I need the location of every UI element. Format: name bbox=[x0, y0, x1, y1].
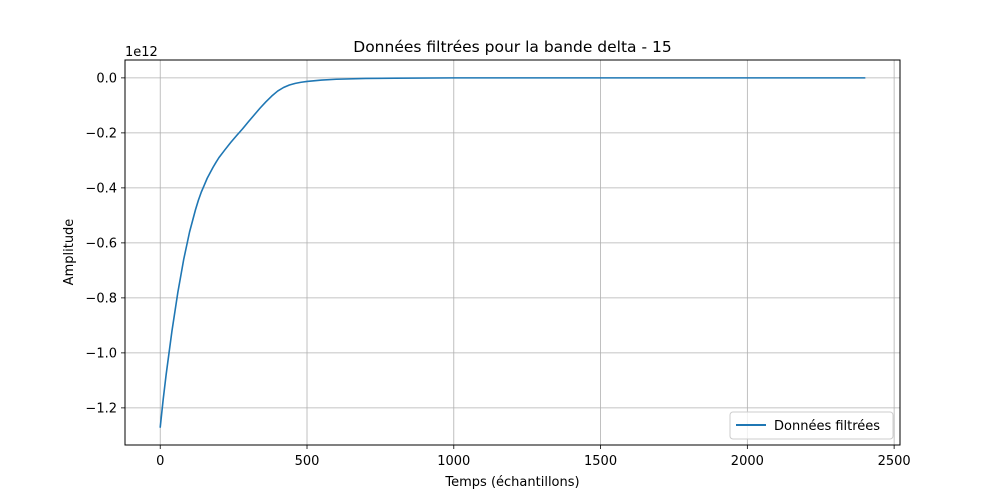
legend: Données filtrées bbox=[729, 411, 894, 440]
y-tick-label: −0.6 bbox=[85, 236, 117, 251]
chart-title: Données filtrées pour la bande delta - 1… bbox=[353, 38, 671, 56]
y-offset-text: 1e12 bbox=[125, 45, 158, 60]
x-tick-label: 2000 bbox=[731, 454, 764, 469]
series-line bbox=[159, 77, 866, 428]
x-tick-label: 1000 bbox=[437, 454, 470, 469]
y-tick-label: −0.2 bbox=[85, 126, 117, 141]
x-axis-label: Temps (échantillons) bbox=[444, 475, 579, 490]
x-tick-label: 500 bbox=[295, 454, 320, 469]
y-tick-label: 0.0 bbox=[96, 71, 117, 86]
legend-label: Données filtrées bbox=[774, 419, 880, 434]
legend-box bbox=[729, 411, 894, 440]
x-tick-label: 1500 bbox=[584, 454, 617, 469]
y-axis: 0.0 −0.2 −0.4 −0.6 −0.8 −1.0 −1.2 bbox=[85, 71, 125, 416]
y-tick-label: −0.8 bbox=[85, 291, 117, 306]
x-tick-label: 2500 bbox=[878, 454, 911, 469]
y-tick-label: −1.0 bbox=[85, 346, 117, 361]
plot-frame bbox=[124, 59, 901, 446]
y-tick-label: −1.2 bbox=[85, 401, 117, 416]
y-axis-label: Amplitude bbox=[62, 219, 77, 286]
x-tick-label: 0 bbox=[156, 454, 164, 469]
y-tick-label: −0.4 bbox=[85, 181, 117, 196]
series-layer bbox=[159, 77, 866, 428]
x-axis: 0 500 1000 1500 2000 2500 bbox=[156, 445, 911, 469]
